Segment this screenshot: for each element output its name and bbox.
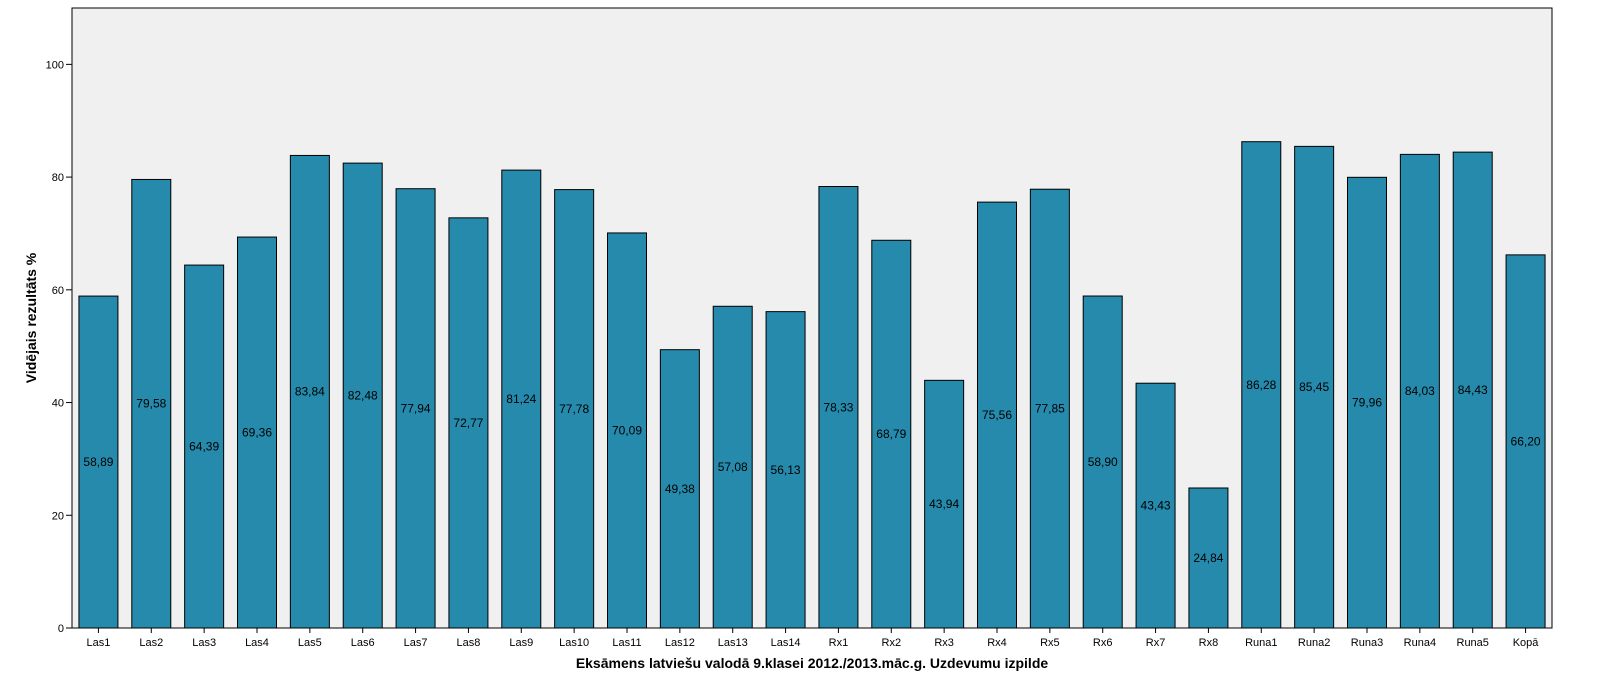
bar-rx1 (818, 186, 859, 629)
bar-rx4 (977, 201, 1017, 629)
data-label: 75,56 (982, 408, 1012, 422)
data-label: 81,24 (506, 392, 536, 406)
x-tick-label: Las3 (192, 637, 216, 649)
data-label: 70,09 (612, 423, 642, 437)
data-label: 58,89 (83, 455, 113, 469)
bars: 58,89 79,58 64,39 69,36 83,84 82,48 77,94 72,77… (78, 141, 1546, 629)
bar-runa5 (1452, 151, 1493, 629)
x-axis: Las1 Las2 Las3 Las4 Las5 Las6 Las7 Las8 Las9 Las1… (86, 628, 1539, 649)
data-label: 56,13 (771, 463, 801, 477)
bar-runa4 (1399, 153, 1440, 629)
x-tick-label: Rx7 (1146, 637, 1166, 649)
bar-kopā (1505, 254, 1546, 629)
bar-rx7 (1135, 382, 1176, 629)
bar-runa2 (1294, 145, 1335, 629)
data-label: 79,58 (136, 397, 166, 411)
data-label: 79,96 (1352, 396, 1382, 410)
data-label: 77,94 (401, 401, 431, 415)
data-label: 66,20 (1511, 434, 1541, 448)
x-tick-label: Las7 (404, 637, 428, 649)
x-tick-label: Las5 (298, 637, 322, 649)
data-label: 72,77 (453, 416, 483, 430)
x-tick-label: Las11 (612, 637, 641, 649)
y-tick-label: 100 (46, 59, 64, 71)
x-axis-title: Eksāmens latviešu valodā 9.klasei 2012./… (576, 655, 1049, 671)
x-tick-label: Rx2 (882, 637, 902, 649)
data-label: 49,38 (665, 482, 695, 496)
x-tick-label: Rx3 (934, 637, 954, 649)
data-label: 69,36 (242, 426, 272, 440)
x-tick-label: Las4 (245, 637, 269, 649)
data-label: 84,03 (1405, 384, 1435, 398)
x-tick-label: Las10 (559, 637, 589, 649)
y-tick-label: 80 (52, 172, 64, 184)
y-axis: 0 20 40 60 80 100 (46, 59, 72, 635)
data-label: 64,39 (189, 440, 219, 454)
y-tick-label: 20 (52, 510, 64, 522)
x-tick-label: Las1 (86, 637, 110, 649)
y-tick-label: 0 (58, 623, 64, 635)
x-tick-label: Rx6 (1093, 637, 1113, 649)
x-tick-label: Rx5 (1040, 637, 1060, 649)
bar-las5 (289, 154, 330, 629)
bar-rx6 (1082, 295, 1123, 629)
bar-las10 (554, 189, 595, 629)
bar-las14 (765, 311, 806, 629)
data-label: 24,84 (1193, 551, 1223, 565)
y-axis-title: Vidējais rezultāts % (23, 252, 39, 383)
data-label: 84,43 (1458, 383, 1488, 397)
bar-las8 (448, 217, 489, 629)
bar-las4 (237, 236, 277, 629)
x-tick-label: Las2 (139, 637, 163, 649)
data-label: 85,45 (1299, 380, 1329, 394)
data-label: 78,33 (823, 400, 853, 414)
x-tick-label: Rx4 (987, 637, 1007, 649)
x-tick-label: Runa3 (1351, 637, 1383, 649)
y-tick-label: 40 (52, 398, 64, 410)
bar-las13 (712, 305, 753, 629)
data-label: 82,48 (348, 389, 378, 403)
x-tick-label: Rx8 (1199, 637, 1219, 649)
x-tick-label: Rx1 (829, 637, 849, 649)
bar-las9 (501, 169, 542, 629)
data-label: 57,08 (718, 460, 748, 474)
data-label: 77,78 (559, 402, 589, 416)
bar-rx3 (924, 379, 965, 629)
bar-las6 (342, 162, 383, 629)
bar-las1 (78, 295, 119, 629)
data-label: 68,79 (876, 427, 906, 441)
x-tick-label: Runa2 (1298, 637, 1330, 649)
data-label: 77,85 (1035, 402, 1065, 416)
x-tick-label: Runa5 (1457, 637, 1489, 649)
data-label: 58,90 (1088, 455, 1118, 469)
bar-las12 (659, 349, 700, 629)
x-tick-label: Kopā (1513, 637, 1540, 649)
bar-las3 (184, 264, 225, 629)
bar-las2 (131, 178, 172, 629)
x-tick-label: Runa1 (1245, 637, 1277, 649)
data-label: 43,94 (929, 497, 959, 511)
data-label: 86,28 (1246, 378, 1276, 392)
data-label: 43,43 (1141, 499, 1171, 513)
y-tick-label: 60 (52, 285, 64, 297)
data-label: 83,84 (295, 385, 325, 399)
x-tick-label: Las6 (351, 637, 375, 649)
x-tick-label: Las12 (665, 637, 695, 649)
x-tick-label: Runa4 (1404, 637, 1436, 649)
bar-runa1 (1241, 141, 1282, 629)
x-tick-label: Las9 (509, 637, 533, 649)
x-tick-label: Las8 (456, 637, 480, 649)
x-tick-label: Las13 (718, 637, 748, 649)
x-tick-label: Las14 (771, 637, 801, 649)
